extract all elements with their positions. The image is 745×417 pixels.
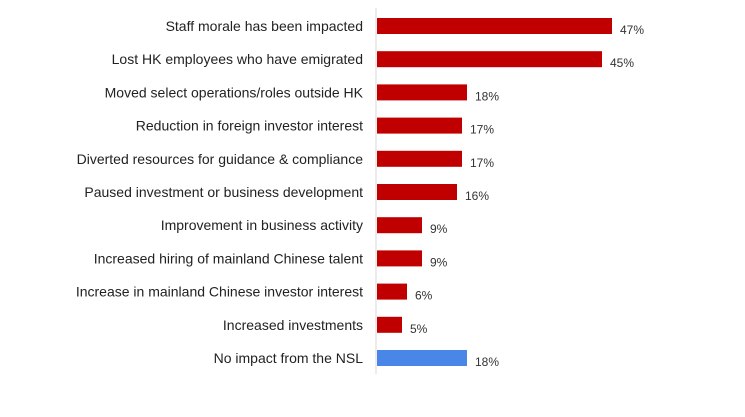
category-label: No impact from the NSL <box>214 350 364 366</box>
value-label: 9% <box>430 255 448 269</box>
bars-group <box>377 18 612 366</box>
value-label: 16% <box>465 189 489 203</box>
value-label: 17% <box>470 156 494 170</box>
bar <box>377 117 462 134</box>
value-label: 18% <box>475 355 499 369</box>
value-label: 5% <box>410 322 428 336</box>
value-label: 45% <box>610 56 634 70</box>
category-label: Paused investment or business developmen… <box>84 184 363 200</box>
value-label: 18% <box>475 89 499 103</box>
bar <box>377 316 402 333</box>
bar <box>377 150 462 167</box>
category-label: Lost HK employees who have emigrated <box>112 51 363 67</box>
value-label: 6% <box>415 289 433 303</box>
category-label: Increased investments <box>223 317 363 333</box>
category-labels-group: Staff morale has been impacted Lost HK em… <box>76 18 364 366</box>
category-label: Increased hiring of mainland Chinese tal… <box>94 250 363 266</box>
category-label: Reduction in foreign investor interest <box>136 118 363 134</box>
category-label: Increase in mainland Chinese investor in… <box>76 284 363 300</box>
value-label: 17% <box>470 123 494 137</box>
category-label: Moved select operations/roles outside HK <box>105 84 364 100</box>
bar <box>377 350 467 366</box>
bar <box>377 283 407 300</box>
bar <box>377 18 612 34</box>
bar <box>377 51 602 68</box>
value-label: 9% <box>430 222 448 236</box>
value-label: 47% <box>620 23 644 37</box>
category-label: Diverted resources for guidance & compli… <box>77 151 364 167</box>
value-labels-group: 47% 45% 18% 17% 17% 16% 9% 9% 6% 5% 18% <box>410 23 644 369</box>
bar <box>377 250 422 267</box>
category-label: Improvement in business activity <box>161 217 363 233</box>
category-label: Staff morale has been impacted <box>166 18 363 34</box>
bar <box>377 217 422 234</box>
bar <box>377 184 457 200</box>
bar <box>377 84 467 101</box>
